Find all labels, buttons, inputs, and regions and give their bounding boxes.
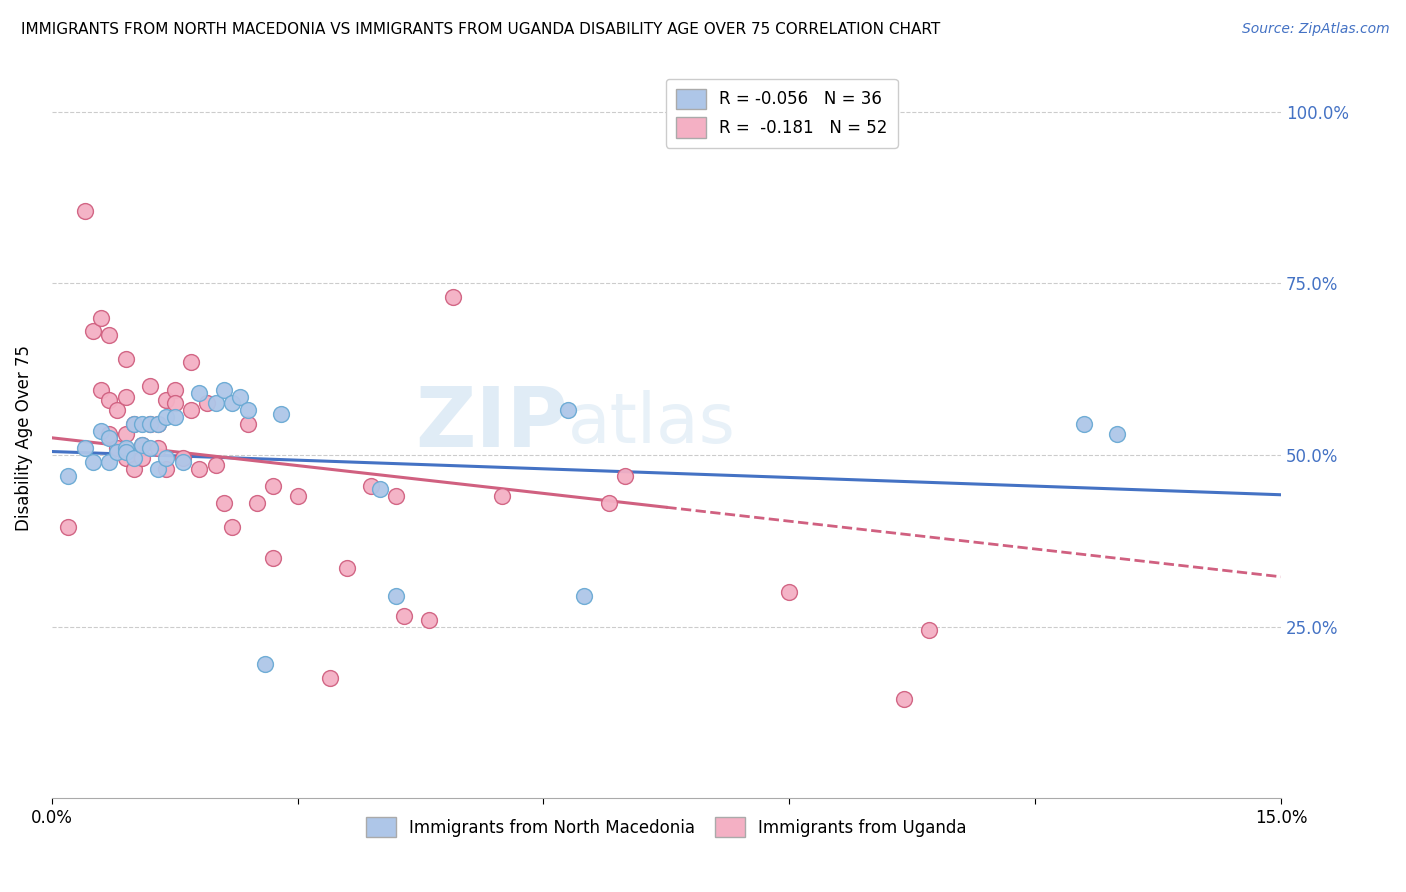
Point <box>188 461 211 475</box>
Point <box>114 451 136 466</box>
Point <box>122 461 145 475</box>
Point <box>98 327 121 342</box>
Point <box>287 489 309 503</box>
Point <box>336 561 359 575</box>
Point <box>221 520 243 534</box>
Point <box>148 417 170 431</box>
Point <box>253 657 276 672</box>
Point <box>98 455 121 469</box>
Point <box>246 496 269 510</box>
Point <box>122 417 145 431</box>
Point <box>139 417 162 431</box>
Point <box>139 441 162 455</box>
Point <box>73 441 96 455</box>
Point <box>90 383 112 397</box>
Point <box>114 390 136 404</box>
Point <box>131 437 153 451</box>
Point <box>56 468 79 483</box>
Point <box>385 489 408 503</box>
Point <box>1073 417 1095 431</box>
Text: Source: ZipAtlas.com: Source: ZipAtlas.com <box>1241 22 1389 37</box>
Point <box>917 623 939 637</box>
Point <box>557 403 579 417</box>
Text: IMMIGRANTS FROM NORTH MACEDONIA VS IMMIGRANTS FROM UGANDA DISABILITY AGE OVER 75: IMMIGRANTS FROM NORTH MACEDONIA VS IMMIG… <box>21 22 941 37</box>
Point <box>139 379 162 393</box>
Point <box>418 613 440 627</box>
Point <box>262 550 284 565</box>
Point <box>197 396 219 410</box>
Point <box>155 461 177 475</box>
Point <box>148 441 170 455</box>
Point <box>98 392 121 407</box>
Point <box>155 410 177 425</box>
Point <box>392 609 415 624</box>
Point <box>212 383 235 397</box>
Point <box>148 417 170 431</box>
Point <box>131 451 153 466</box>
Point <box>1105 427 1128 442</box>
Point <box>131 417 153 431</box>
Point <box>598 496 620 510</box>
Point <box>180 355 202 369</box>
Point <box>172 455 194 469</box>
Point <box>90 424 112 438</box>
Point <box>114 351 136 366</box>
Point <box>114 427 136 442</box>
Point <box>229 390 252 404</box>
Point <box>262 479 284 493</box>
Point <box>360 479 382 493</box>
Point <box>105 444 128 458</box>
Text: ZIP: ZIP <box>416 383 568 464</box>
Point <box>441 290 464 304</box>
Point <box>56 520 79 534</box>
Point <box>614 468 637 483</box>
Point <box>105 403 128 417</box>
Point <box>163 410 186 425</box>
Text: atlas: atlas <box>568 390 735 457</box>
Point <box>893 691 915 706</box>
Point <box>204 396 226 410</box>
Point <box>385 589 408 603</box>
Point <box>155 392 177 407</box>
Point <box>98 431 121 445</box>
Point <box>238 417 260 431</box>
Point <box>122 451 145 466</box>
Point <box>73 204 96 219</box>
Point <box>163 383 186 397</box>
Point <box>90 310 112 325</box>
Point <box>188 386 211 401</box>
Point <box>778 585 800 599</box>
Point <box>180 403 202 417</box>
Point <box>574 589 596 603</box>
Point <box>131 437 153 451</box>
Point <box>122 417 145 431</box>
Point <box>319 671 342 685</box>
Y-axis label: Disability Age Over 75: Disability Age Over 75 <box>15 345 32 531</box>
Point <box>270 407 292 421</box>
Point <box>98 427 121 442</box>
Point <box>368 483 391 497</box>
Point <box>155 451 177 466</box>
Point <box>163 396 186 410</box>
Point <box>114 441 136 455</box>
Point <box>114 444 136 458</box>
Legend: Immigrants from North Macedonia, Immigrants from Uganda: Immigrants from North Macedonia, Immigra… <box>359 810 973 844</box>
Point <box>212 496 235 510</box>
Point <box>172 451 194 466</box>
Point <box>491 489 513 503</box>
Point <box>221 396 243 410</box>
Point <box>148 461 170 475</box>
Point <box>139 417 162 431</box>
Point <box>82 455 104 469</box>
Point <box>82 325 104 339</box>
Point <box>238 403 260 417</box>
Point <box>105 441 128 455</box>
Point <box>204 458 226 473</box>
